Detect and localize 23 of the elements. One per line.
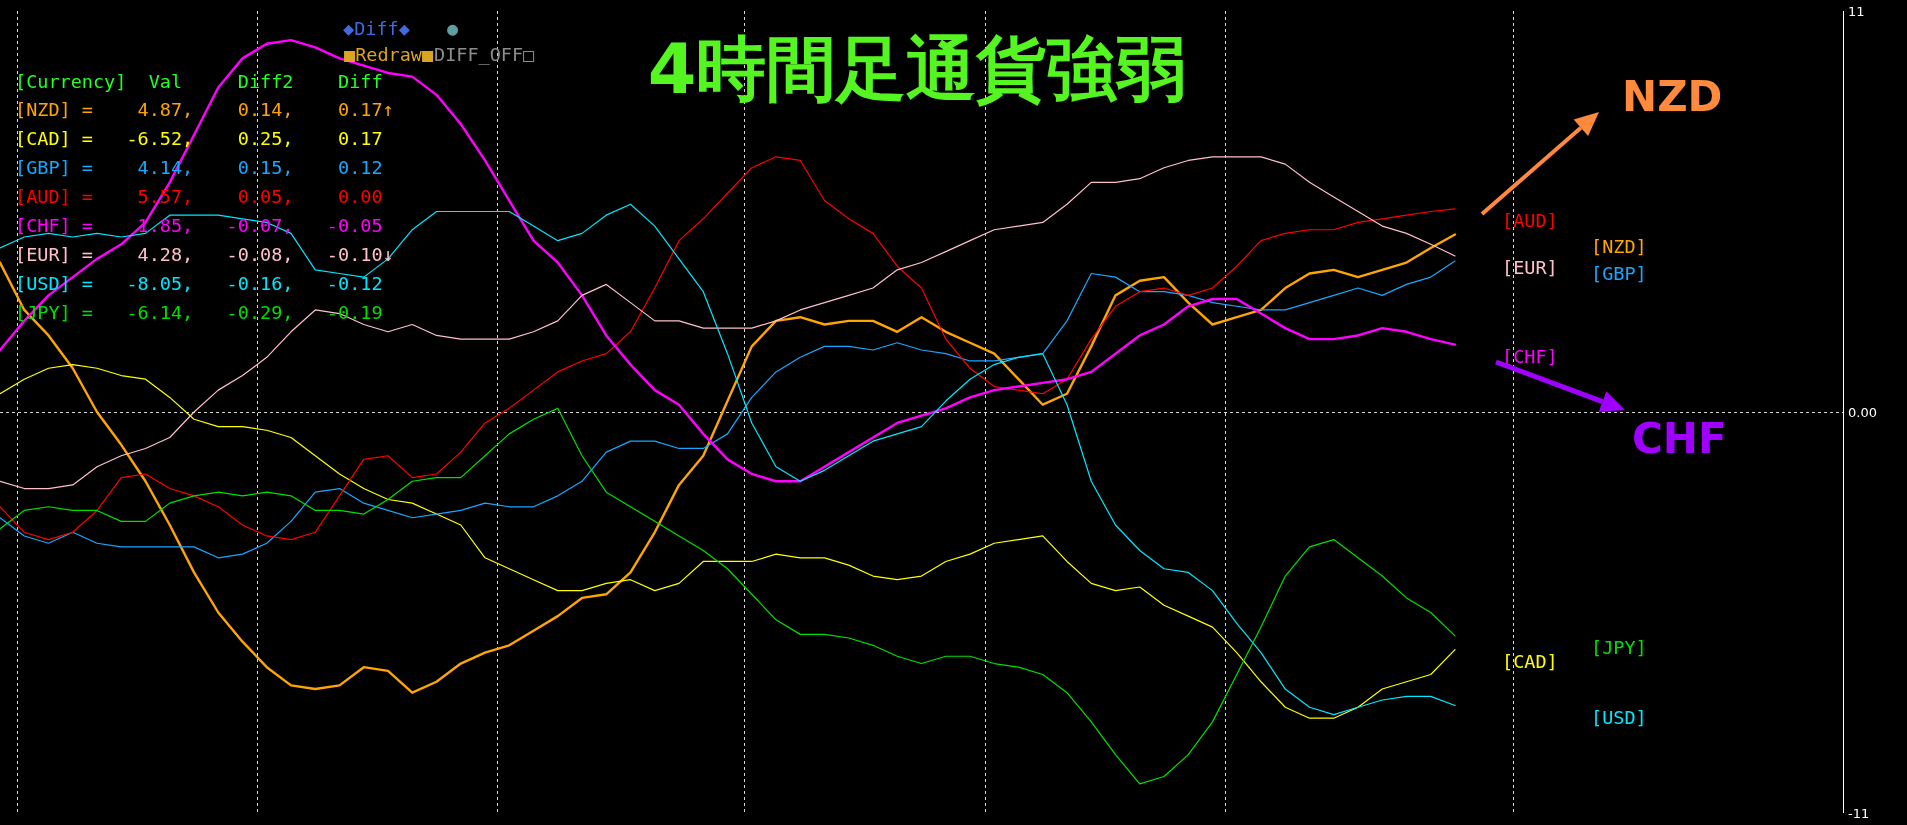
annotation: [USD] = -8.05, -0.16, -0.12 <box>15 272 383 294</box>
y-tick-label: 0.00 <box>1848 404 1877 420</box>
series-name: [AUD] <box>1502 210 1558 232</box>
annotation: ■Redraw■ <box>344 43 434 65</box>
annotation: DIFF_OFF□ <box>434 43 535 65</box>
annotation: NZD <box>1622 71 1723 121</box>
series-name: [CHF] <box>1502 346 1558 368</box>
annotation: [Currency] Val Diff2 Diff <box>15 70 383 92</box>
series-name: [GBP] <box>1591 262 1647 284</box>
series-name: [USD] <box>1591 706 1647 728</box>
annotation: [CAD] = -6.52, 0.25, 0.17 <box>15 127 383 149</box>
annotation: CHF <box>1632 413 1727 463</box>
series-name: [EUR] <box>1502 257 1558 279</box>
series-name: [JPY] <box>1591 637 1647 659</box>
annotation: [EUR] = 4.28, -0.08, -0.10↓ <box>15 243 394 265</box>
annotation: ◆Diff◆ <box>343 17 410 39</box>
title: 4時間足通貨強弱 <box>647 28 1187 110</box>
series-name: [NZD] <box>1591 235 1647 257</box>
annotation: ● <box>447 17 459 39</box>
annotation: [NZD] = 4.87, 0.14, 0.17↑ <box>15 98 394 120</box>
y-tick-label: 11 <box>1848 3 1865 19</box>
y-tick-label: -11 <box>1848 805 1870 821</box>
series-name: [CAD] <box>1502 651 1558 673</box>
